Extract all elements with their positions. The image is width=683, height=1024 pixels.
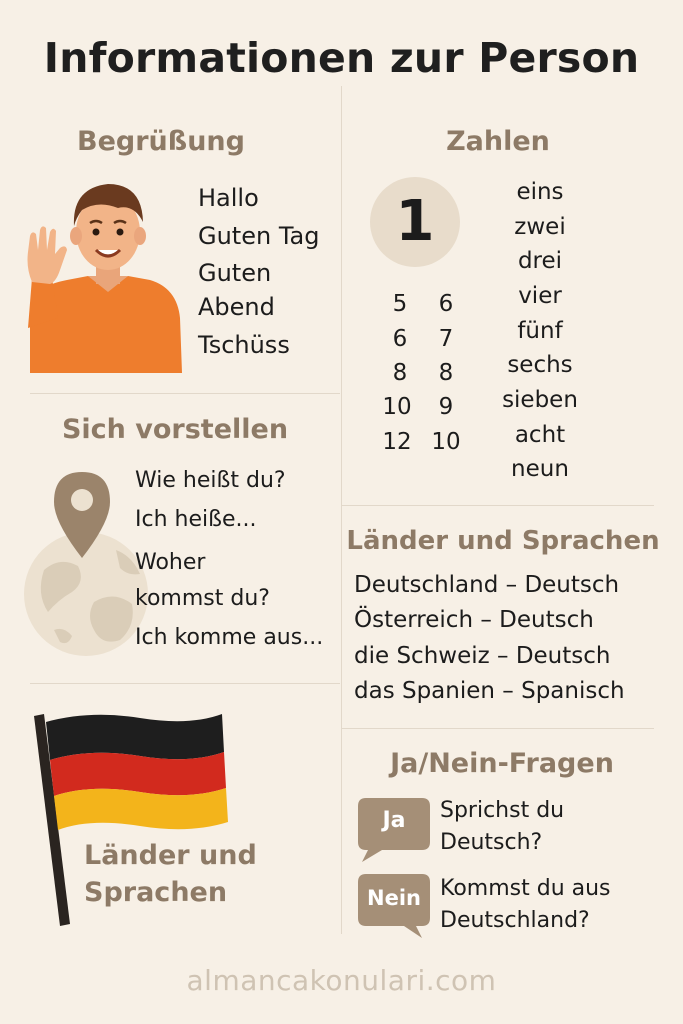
intro-line: Ich komme aus...: [135, 625, 324, 650]
greeting-line: Abend: [198, 293, 275, 321]
question-line: Sprichst du: [440, 798, 565, 823]
bubble-label-nein: Nein: [367, 886, 421, 910]
intro-line: kommst du?: [135, 586, 270, 611]
question-line: Kommst du aus: [440, 876, 611, 901]
number-right: 8: [438, 360, 454, 386]
waving-person-icon: [27, 184, 182, 373]
intro-line: Ich heiße...: [135, 507, 257, 532]
speech-bubble-icon: [358, 798, 430, 862]
number-word: vier: [518, 283, 562, 309]
number-word: sechs: [507, 352, 573, 378]
greeting-line: Hallo: [198, 184, 259, 212]
divider-right-2: [342, 728, 654, 729]
country-line: Österreich – Deutsch: [354, 607, 594, 633]
divider-left-2: [30, 683, 340, 684]
questions-heading: Ja/Nein-Fragen: [390, 748, 614, 779]
greeting-heading: Begrüßung: [77, 126, 245, 157]
question-line: Deutschland?: [440, 908, 590, 933]
flag-label-line2: Sprachen: [84, 877, 228, 908]
number-word: zwei: [514, 214, 566, 240]
number-word: sieben: [502, 387, 578, 413]
country-line: das Spanien – Spanisch: [354, 678, 625, 704]
number-right: 7: [438, 326, 454, 352]
divider-right-1: [342, 505, 654, 506]
number-left: 12: [382, 429, 412, 455]
number-right: 10: [431, 429, 461, 455]
country-line: Deutschland – Deutsch: [354, 572, 620, 598]
speech-bubble-icon: [358, 874, 430, 938]
globe-location-pin-icon: [24, 472, 148, 656]
intro-heading: Sich vorstellen: [61, 414, 289, 445]
number-left: 5: [392, 291, 408, 317]
big-number: 1: [395, 189, 435, 254]
footer-website: almancakonulari.com: [186, 964, 497, 997]
greeting-line: Guten Tag: [198, 222, 320, 250]
number-left: 6: [392, 326, 408, 352]
speech-bubble-ja: Ja: [356, 796, 432, 870]
divider-left-1: [30, 393, 340, 394]
number-right: 6: [438, 291, 454, 317]
number-left: 8: [392, 360, 408, 386]
number-circle: [370, 177, 460, 267]
number-left: 10: [382, 394, 412, 420]
number-right: 9: [438, 394, 454, 420]
number-word: eins: [516, 179, 564, 205]
intro-line: Woher: [135, 550, 206, 575]
intro-line: Wie heißt du?: [135, 468, 286, 493]
flag-label-line1: Länder und: [84, 840, 257, 871]
vertical-divider: [341, 86, 342, 934]
number-word: fünf: [517, 318, 563, 344]
greeting-line: Tschüss: [198, 331, 290, 359]
question-line: Deutsch?: [440, 830, 543, 855]
numbers-heading: Zahlen: [446, 126, 550, 157]
number-word: drei: [517, 248, 563, 274]
speech-bubble-nein: Nein: [356, 872, 432, 946]
countries-heading: Länder und Sprachen: [346, 526, 660, 556]
country-line: die Schweiz – Deutsch: [354, 643, 611, 669]
page-title: Informationen zur Person: [43, 34, 640, 82]
bubble-label-ja: Ja: [382, 808, 406, 833]
german-flag-icon: [34, 714, 228, 926]
number-word: acht: [514, 422, 566, 448]
number-word: neun: [511, 456, 569, 482]
greeting-line: Guten: [198, 259, 272, 287]
